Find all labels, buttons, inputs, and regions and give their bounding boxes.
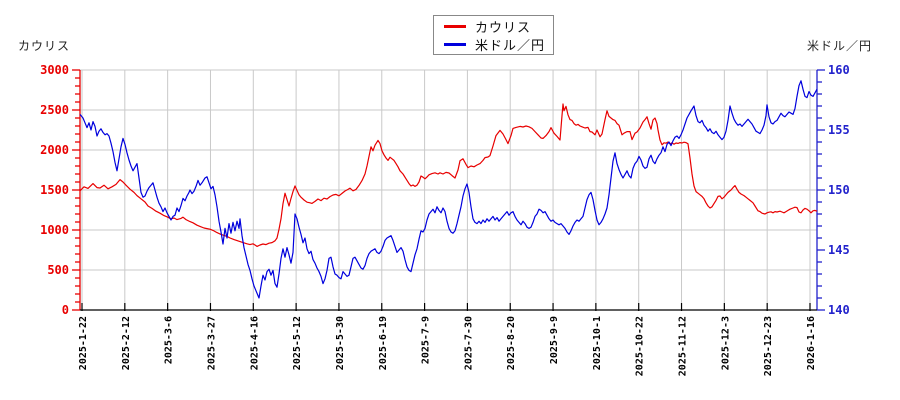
right-axis-tick-label: 150 [828, 183, 850, 197]
x-axis-tick-label: 2025-10-22 [635, 316, 646, 376]
legend-label: 米ドル／円 [475, 38, 546, 54]
legend-item: 米ドル／円 [434, 35, 553, 54]
left-axis-tick-label: 1500 [40, 183, 69, 197]
x-axis-tick-label: 2025-11-12 [678, 316, 689, 376]
x-axis-tick-label: 2026-1-16 [806, 316, 817, 370]
legend-swatch-line [444, 42, 466, 46]
x-axis-tick-label: 2025-5-12 [292, 316, 303, 370]
x-axis-tick-label: 2025-5-30 [335, 316, 346, 370]
x-axis-tick-label: 2025-9-9 [549, 316, 560, 364]
x-axis-tick-label: 2025-1-22 [78, 316, 89, 370]
x-axis-tick-label: 2025-8-20 [506, 316, 517, 370]
left-axis-tick-label: 2500 [40, 103, 69, 117]
legend: カウリス米ドル／円 [433, 15, 554, 55]
series-line-kauris [79, 103, 818, 247]
gridlines [80, 69, 817, 311]
left-axis-tick-label: 0 [62, 303, 69, 317]
right-axis-tick-label: 145 [828, 243, 850, 257]
left-axis-tick-label: 2000 [40, 143, 69, 157]
left-axis-title: カウリス [18, 39, 71, 53]
x-axis-tick-label: 2025-10-1 [592, 316, 603, 370]
x-axis-tick-label: 2025-4-16 [249, 316, 260, 370]
x-axis-tick-label: 2025-6-19 [378, 316, 389, 370]
x-axis-tick-label: 2025-7-30 [463, 316, 474, 370]
x-axis-tick-label: 2025-12-23 [763, 316, 774, 376]
x-axis-tick-label: 2025-3-27 [206, 316, 217, 370]
left-axis-tick-label: 3000 [40, 63, 69, 77]
series-line-usdjpy [79, 80, 818, 299]
right-axis-tick-label: 140 [828, 303, 850, 317]
left-axis-tick-label: 1000 [40, 223, 69, 237]
x-axis: 2025-1-22 2025-2-12 2025-3-6 2025-3-27 2025-… [78, 303, 817, 376]
series-lines [79, 80, 818, 299]
right-axis-title: 米ドル／円 [806, 39, 872, 53]
legend-item: カウリス [434, 17, 553, 36]
x-axis-tick-label: 2025-12-3 [720, 316, 731, 370]
x-axis-tick-label: 2025-7-9 [421, 316, 432, 364]
legend-swatch-line [444, 24, 466, 28]
right-axis-tick-label: 155 [828, 123, 850, 137]
x-axis-tick-label: 2025-3-6 [164, 316, 175, 364]
right-axis-tick-label: 160 [828, 63, 850, 77]
x-axis-tick-label: 2025-2-12 [121, 316, 132, 370]
legend-label: カウリス [475, 20, 532, 36]
right-y-axis: 140 145 150 155 160 [816, 63, 850, 317]
left-axis-tick-label: 500 [47, 263, 69, 277]
left-y-axis: 0 500 1000 1500 2000 2500 3000 [40, 63, 81, 317]
